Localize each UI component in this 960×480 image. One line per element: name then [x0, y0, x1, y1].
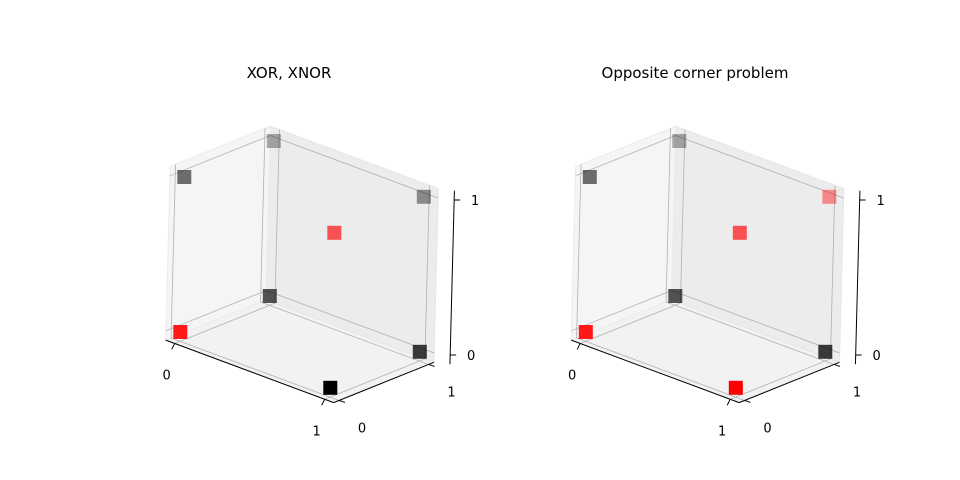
- x-tick: [171, 343, 176, 350]
- chart-title: Opposite corner problem: [602, 64, 789, 82]
- grid-line: [680, 129, 686, 304]
- grid-line: [576, 337, 745, 401]
- grid-line: [266, 290, 435, 354]
- axis-lines: [571, 190, 866, 406]
- grid-line: [571, 290, 672, 332]
- data-point: [822, 189, 837, 204]
- grid-line: [274, 129, 280, 304]
- data-point: [582, 170, 597, 184]
- data-point: [177, 170, 192, 184]
- x-tick: [726, 399, 731, 406]
- y-axis-line: [333, 361, 435, 404]
- grid-line: [424, 185, 430, 359]
- y-tick-label: 1: [853, 385, 861, 400]
- data-point: [266, 134, 281, 148]
- grid-line: [260, 128, 266, 302]
- grid-line: [665, 301, 835, 365]
- grid-line: [575, 135, 676, 177]
- x-axis-line: [165, 339, 334, 404]
- data-point: [327, 225, 342, 240]
- x-tick: [321, 399, 326, 406]
- z-tick-label: 0: [873, 349, 881, 364]
- grid-line: [730, 358, 831, 400]
- y-tick: [428, 363, 435, 367]
- z-axis-line: [449, 190, 455, 365]
- data-point: [262, 289, 277, 303]
- grid-line: [174, 302, 276, 344]
- y-tick-label: 0: [763, 421, 771, 436]
- data-points: [173, 134, 431, 395]
- axis-panes: [164, 125, 439, 404]
- grid-line: [576, 164, 582, 338]
- y-tick: [744, 399, 751, 403]
- data-point: [173, 325, 188, 339]
- grid-line: [830, 185, 836, 359]
- x-axis-line: [571, 339, 740, 404]
- y-tick-label: 1: [447, 385, 455, 400]
- grid-line: [165, 290, 267, 332]
- grid-line: [580, 302, 681, 344]
- tick-labels: 0 0 0 1 1 1: [163, 194, 480, 439]
- z-tick-label: 1: [471, 194, 479, 209]
- grid-line: [675, 135, 844, 199]
- data-point: [412, 344, 427, 359]
- grid-line: [169, 135, 271, 177]
- x-tick-label: 1: [718, 424, 726, 439]
- y-tick: [338, 399, 346, 403]
- data-point: [728, 380, 743, 395]
- grid-line: [170, 164, 176, 338]
- data-point: [578, 325, 593, 339]
- grid-lines: [571, 128, 844, 401]
- pane-left: [570, 125, 677, 341]
- y-tick: [833, 363, 841, 367]
- tick-labels: 0 0 0 1 1 1: [568, 194, 885, 439]
- x-tick-label: 1: [313, 424, 321, 439]
- y-axis-line: [739, 361, 840, 404]
- grid-line: [260, 301, 429, 365]
- grid-line: [665, 128, 671, 302]
- data-point: [672, 134, 687, 148]
- z-tick-label: 0: [467, 349, 475, 364]
- y-tick-label: 0: [358, 421, 366, 436]
- grid-line: [170, 337, 340, 401]
- data-points: [578, 134, 837, 395]
- subplot-xor-xnor: XOR, XNOR 0 0 0 1 1 1: [163, 64, 480, 439]
- z-tick-label: 1: [877, 194, 885, 209]
- data-point: [323, 380, 338, 395]
- data-point: [818, 344, 833, 359]
- z-axis-line: [854, 190, 861, 365]
- grid-line: [671, 290, 840, 354]
- x-tick: [576, 343, 581, 350]
- grid-line: [270, 135, 439, 199]
- data-point: [416, 189, 431, 204]
- x-tick-label: 0: [163, 368, 171, 383]
- x-tick-label: 0: [568, 368, 576, 383]
- data-point: [732, 225, 747, 240]
- grid-line: [324, 358, 426, 400]
- axis-lines: [165, 190, 461, 406]
- chart-title: XOR, XNOR: [247, 64, 332, 82]
- subplot-opposite-corner: Opposite corner problem 0 0 0 1 1 1: [568, 64, 885, 439]
- data-point: [668, 289, 683, 303]
- pane-left: [165, 125, 271, 341]
- grid-lines: [165, 128, 439, 401]
- axis-panes: [569, 125, 845, 404]
